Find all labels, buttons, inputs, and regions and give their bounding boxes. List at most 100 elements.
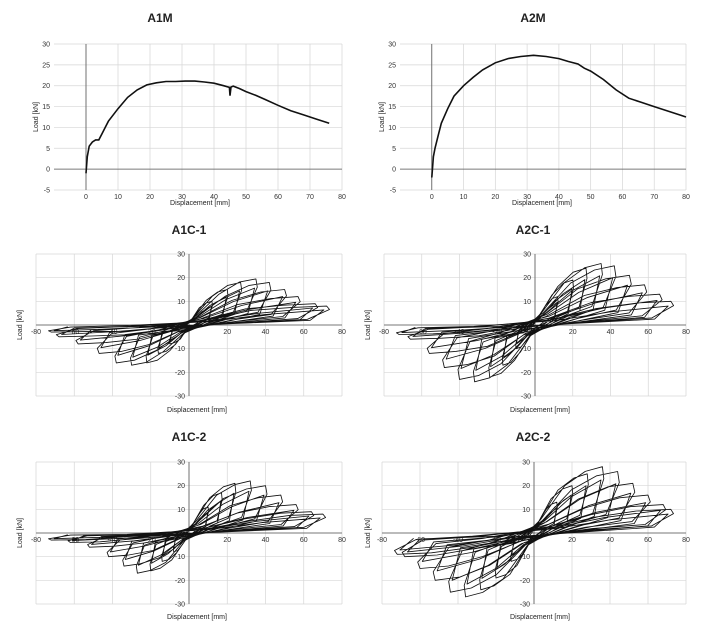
x-tick-label: -80	[31, 537, 41, 544]
chart-title: A1C-1	[172, 223, 207, 237]
y-axis-label: Load [kN]	[365, 310, 372, 340]
y-tick-label: -30	[521, 394, 531, 401]
x-tick-label: -20	[146, 537, 156, 544]
x-tick-label: 60	[300, 537, 308, 544]
hysteresis-curve	[395, 263, 675, 383]
x-tick-label: 0	[84, 194, 88, 201]
x-tick-label: 20	[569, 329, 577, 336]
x-axis-label: Displacement [mm]	[510, 407, 570, 414]
chart-panel-a1c-2: A1C-2-80 -60 -40 -20 20 40 60 80-30-20-10102030…	[17, 430, 346, 621]
y-tick-label: -10	[175, 554, 185, 561]
y-tick-label: -30	[175, 602, 185, 609]
x-tick-label: -80	[379, 329, 389, 336]
x-tick-label: 10	[114, 194, 122, 201]
x-axis-label: Displacement [mm]	[510, 614, 570, 621]
x-tick-label: 40	[606, 537, 614, 544]
chart-panel-a2c-2: A2C-2-80 -60 -40 -20 20 40 60 80-30-20-10102030…	[365, 430, 690, 621]
y-tick-label: 30	[522, 460, 530, 467]
y-tick-label: 0	[46, 167, 50, 174]
chart-panel-a2c-1: A2C-1-80 -60 -40 -20 20 40 60 80-30-20-10102030…	[365, 223, 690, 414]
y-tick-label: 20	[522, 483, 530, 490]
y-axis-label: Load [kN]	[17, 310, 24, 340]
x-tick-label: 40	[607, 329, 615, 336]
x-axis-label: Displacement [mm]	[167, 614, 227, 621]
x-tick-label: 30	[178, 194, 186, 201]
x-tick-label: 70	[650, 194, 658, 201]
y-tick-label: 10	[523, 299, 531, 306]
x-axis-label: Displacement [mm]	[170, 200, 230, 207]
x-tick-label: 80	[338, 329, 346, 336]
x-tick-label: 80	[682, 194, 690, 201]
y-tick-label: 30	[177, 460, 185, 467]
y-tick-label: 5	[46, 146, 50, 153]
y-tick-label: 20	[42, 83, 50, 90]
y-tick-label: 25	[388, 62, 396, 69]
x-axis-label: Displacement [mm]	[167, 407, 227, 414]
y-tick-label: -10	[521, 346, 531, 353]
x-tick-label: -80	[377, 537, 387, 544]
x-tick-label: 20	[223, 329, 231, 336]
chart-title: A2M	[520, 11, 545, 25]
x-tick-label: -80	[31, 329, 41, 336]
x-tick-label: 40	[262, 329, 270, 336]
chart-title: A2C-1	[516, 223, 551, 237]
y-tick-label: 10	[42, 125, 50, 132]
x-tick-label: 80	[682, 329, 690, 336]
y-tick-label: 20	[523, 275, 531, 282]
y-tick-label: 20	[177, 483, 185, 490]
x-tick-label: 60	[644, 329, 652, 336]
y-axis-label: Load [kN]	[33, 102, 40, 132]
y-tick-label: 15	[42, 104, 50, 111]
y-tick-label: -30	[175, 394, 185, 401]
y-tick-label: 0	[392, 167, 396, 174]
y-tick-label: 5	[392, 146, 396, 153]
y-tick-label: -10	[520, 554, 530, 561]
x-tick-label: -60	[417, 329, 427, 336]
series-line	[85, 80, 330, 174]
y-tick-label: -20	[175, 370, 185, 377]
x-tick-label: 10	[460, 194, 468, 201]
hysteresis-curve	[48, 278, 330, 366]
y-tick-label: -20	[175, 578, 185, 585]
y-tick-label: 20	[177, 275, 185, 282]
x-tick-label: -60	[415, 537, 425, 544]
x-tick-label: 40	[262, 537, 270, 544]
y-tick-label: 10	[522, 507, 530, 514]
y-tick-label: -5	[44, 188, 50, 195]
x-tick-label: 70	[306, 194, 314, 201]
x-tick-label: 0	[430, 194, 434, 201]
x-tick-label: 60	[644, 537, 652, 544]
y-tick-label: -10	[175, 346, 185, 353]
chart-panel-a1c-1: A1C-1 -80 -60 -40 -20 20 40 60 80 -30 -20 -10 10 20 30…	[17, 223, 346, 414]
y-tick-label: 30	[523, 252, 531, 259]
x-tick-label: 40	[210, 194, 218, 201]
y-tick-label: 10	[177, 507, 185, 514]
x-tick-label: 50	[242, 194, 250, 201]
y-tick-label: 25	[42, 62, 50, 69]
y-tick-label: -20	[521, 370, 531, 377]
x-tick-label: 40	[555, 194, 563, 201]
y-tick-label: 15	[388, 104, 396, 111]
y-tick-label: -5	[390, 188, 396, 195]
y-axis-label: Load [kN]	[379, 102, 386, 132]
x-tick-label: 20	[223, 537, 231, 544]
x-axis-label: Displacement [mm]	[512, 200, 572, 207]
y-axis-label: Load [kN]	[17, 518, 24, 548]
x-tick-label: 20	[491, 194, 499, 201]
y-tick-label: -30	[520, 602, 530, 609]
y-tick-label: 10	[177, 299, 185, 306]
chart-title: A1C-2	[172, 430, 207, 444]
y-tick-label: 10	[388, 125, 396, 132]
x-tick-label: -20	[146, 329, 156, 336]
y-tick-label: -20	[520, 578, 530, 585]
x-tick-label: 20	[568, 537, 576, 544]
x-tick-label: -60	[69, 329, 79, 336]
x-tick-label: 80	[682, 537, 690, 544]
hysteresis-curve	[394, 466, 674, 598]
y-axis-label: Load [kN]	[365, 518, 372, 548]
chart-title: A2C-2	[516, 430, 551, 444]
chart-title: A1M	[147, 11, 172, 25]
x-tick-label: 80	[338, 537, 346, 544]
